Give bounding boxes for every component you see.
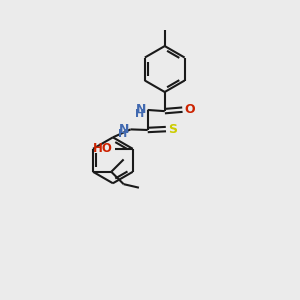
Text: S: S — [168, 123, 177, 136]
Text: HO: HO — [93, 142, 113, 155]
Text: H: H — [135, 110, 144, 119]
Text: H: H — [118, 129, 127, 139]
Text: O: O — [184, 103, 195, 116]
Text: N: N — [136, 103, 146, 116]
Text: N: N — [119, 123, 129, 136]
